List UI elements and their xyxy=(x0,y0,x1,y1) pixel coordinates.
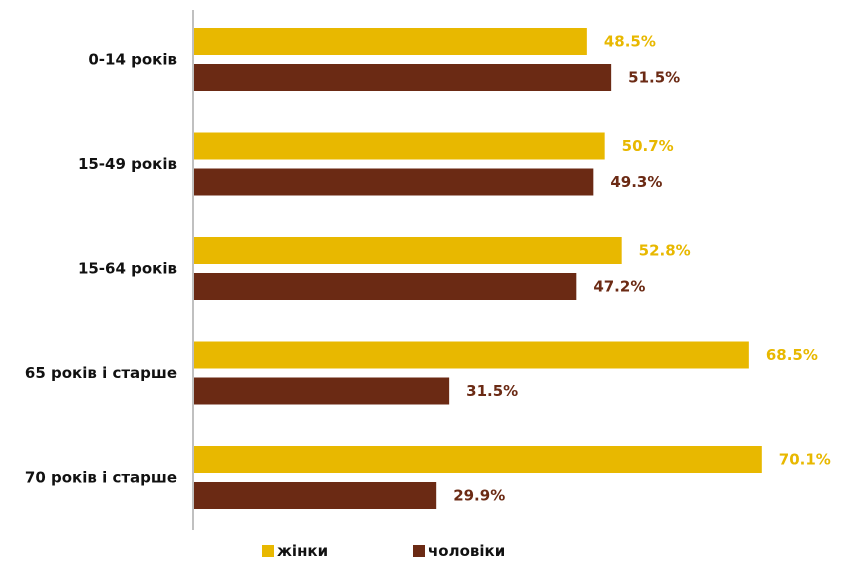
data-label-women: 68.5% xyxy=(766,346,818,364)
data-label-women: 48.5% xyxy=(604,33,656,51)
data-label-women: 70.1% xyxy=(779,451,831,469)
data-label-men: 47.2% xyxy=(593,278,645,296)
bar-men xyxy=(194,273,577,300)
bar-chart: 0-14 років 48.5% 51.5% 15-49 років 50.7% 49.3… xyxy=(25,10,831,530)
data-label-men: 29.9% xyxy=(453,487,505,505)
legend-label-men: чоловіки xyxy=(428,542,506,560)
legend-item-women: жінки xyxy=(262,542,328,560)
legend-item-men: чоловіки xyxy=(413,542,505,560)
bar-women xyxy=(194,446,762,473)
data-label-men: 51.5% xyxy=(628,69,680,87)
category-label: 70 років і старше xyxy=(25,469,177,487)
data-label-women: 52.8% xyxy=(639,242,691,260)
data-label-men: 31.5% xyxy=(466,382,518,400)
bar-men xyxy=(194,377,450,405)
bar-women xyxy=(194,132,605,160)
legend-swatch-women xyxy=(262,545,274,557)
category-label: 65 років і старше xyxy=(25,364,177,382)
data-label-women: 50.7% xyxy=(622,137,674,155)
bar-women xyxy=(194,28,587,55)
bar-women xyxy=(194,237,622,264)
category-label: 15-49 років xyxy=(78,155,177,173)
legend: жінки чоловіки xyxy=(0,542,846,562)
legend-label-women: жінки xyxy=(277,542,329,560)
data-label-men: 49.3% xyxy=(610,173,662,191)
category-label: 0-14 років xyxy=(88,51,177,69)
legend-swatch-men xyxy=(413,545,425,557)
bar-men xyxy=(194,482,437,509)
bar-men xyxy=(194,168,594,196)
category-label: 15-64 років xyxy=(78,260,177,278)
bar-men xyxy=(194,64,612,91)
bar-women xyxy=(194,341,749,369)
